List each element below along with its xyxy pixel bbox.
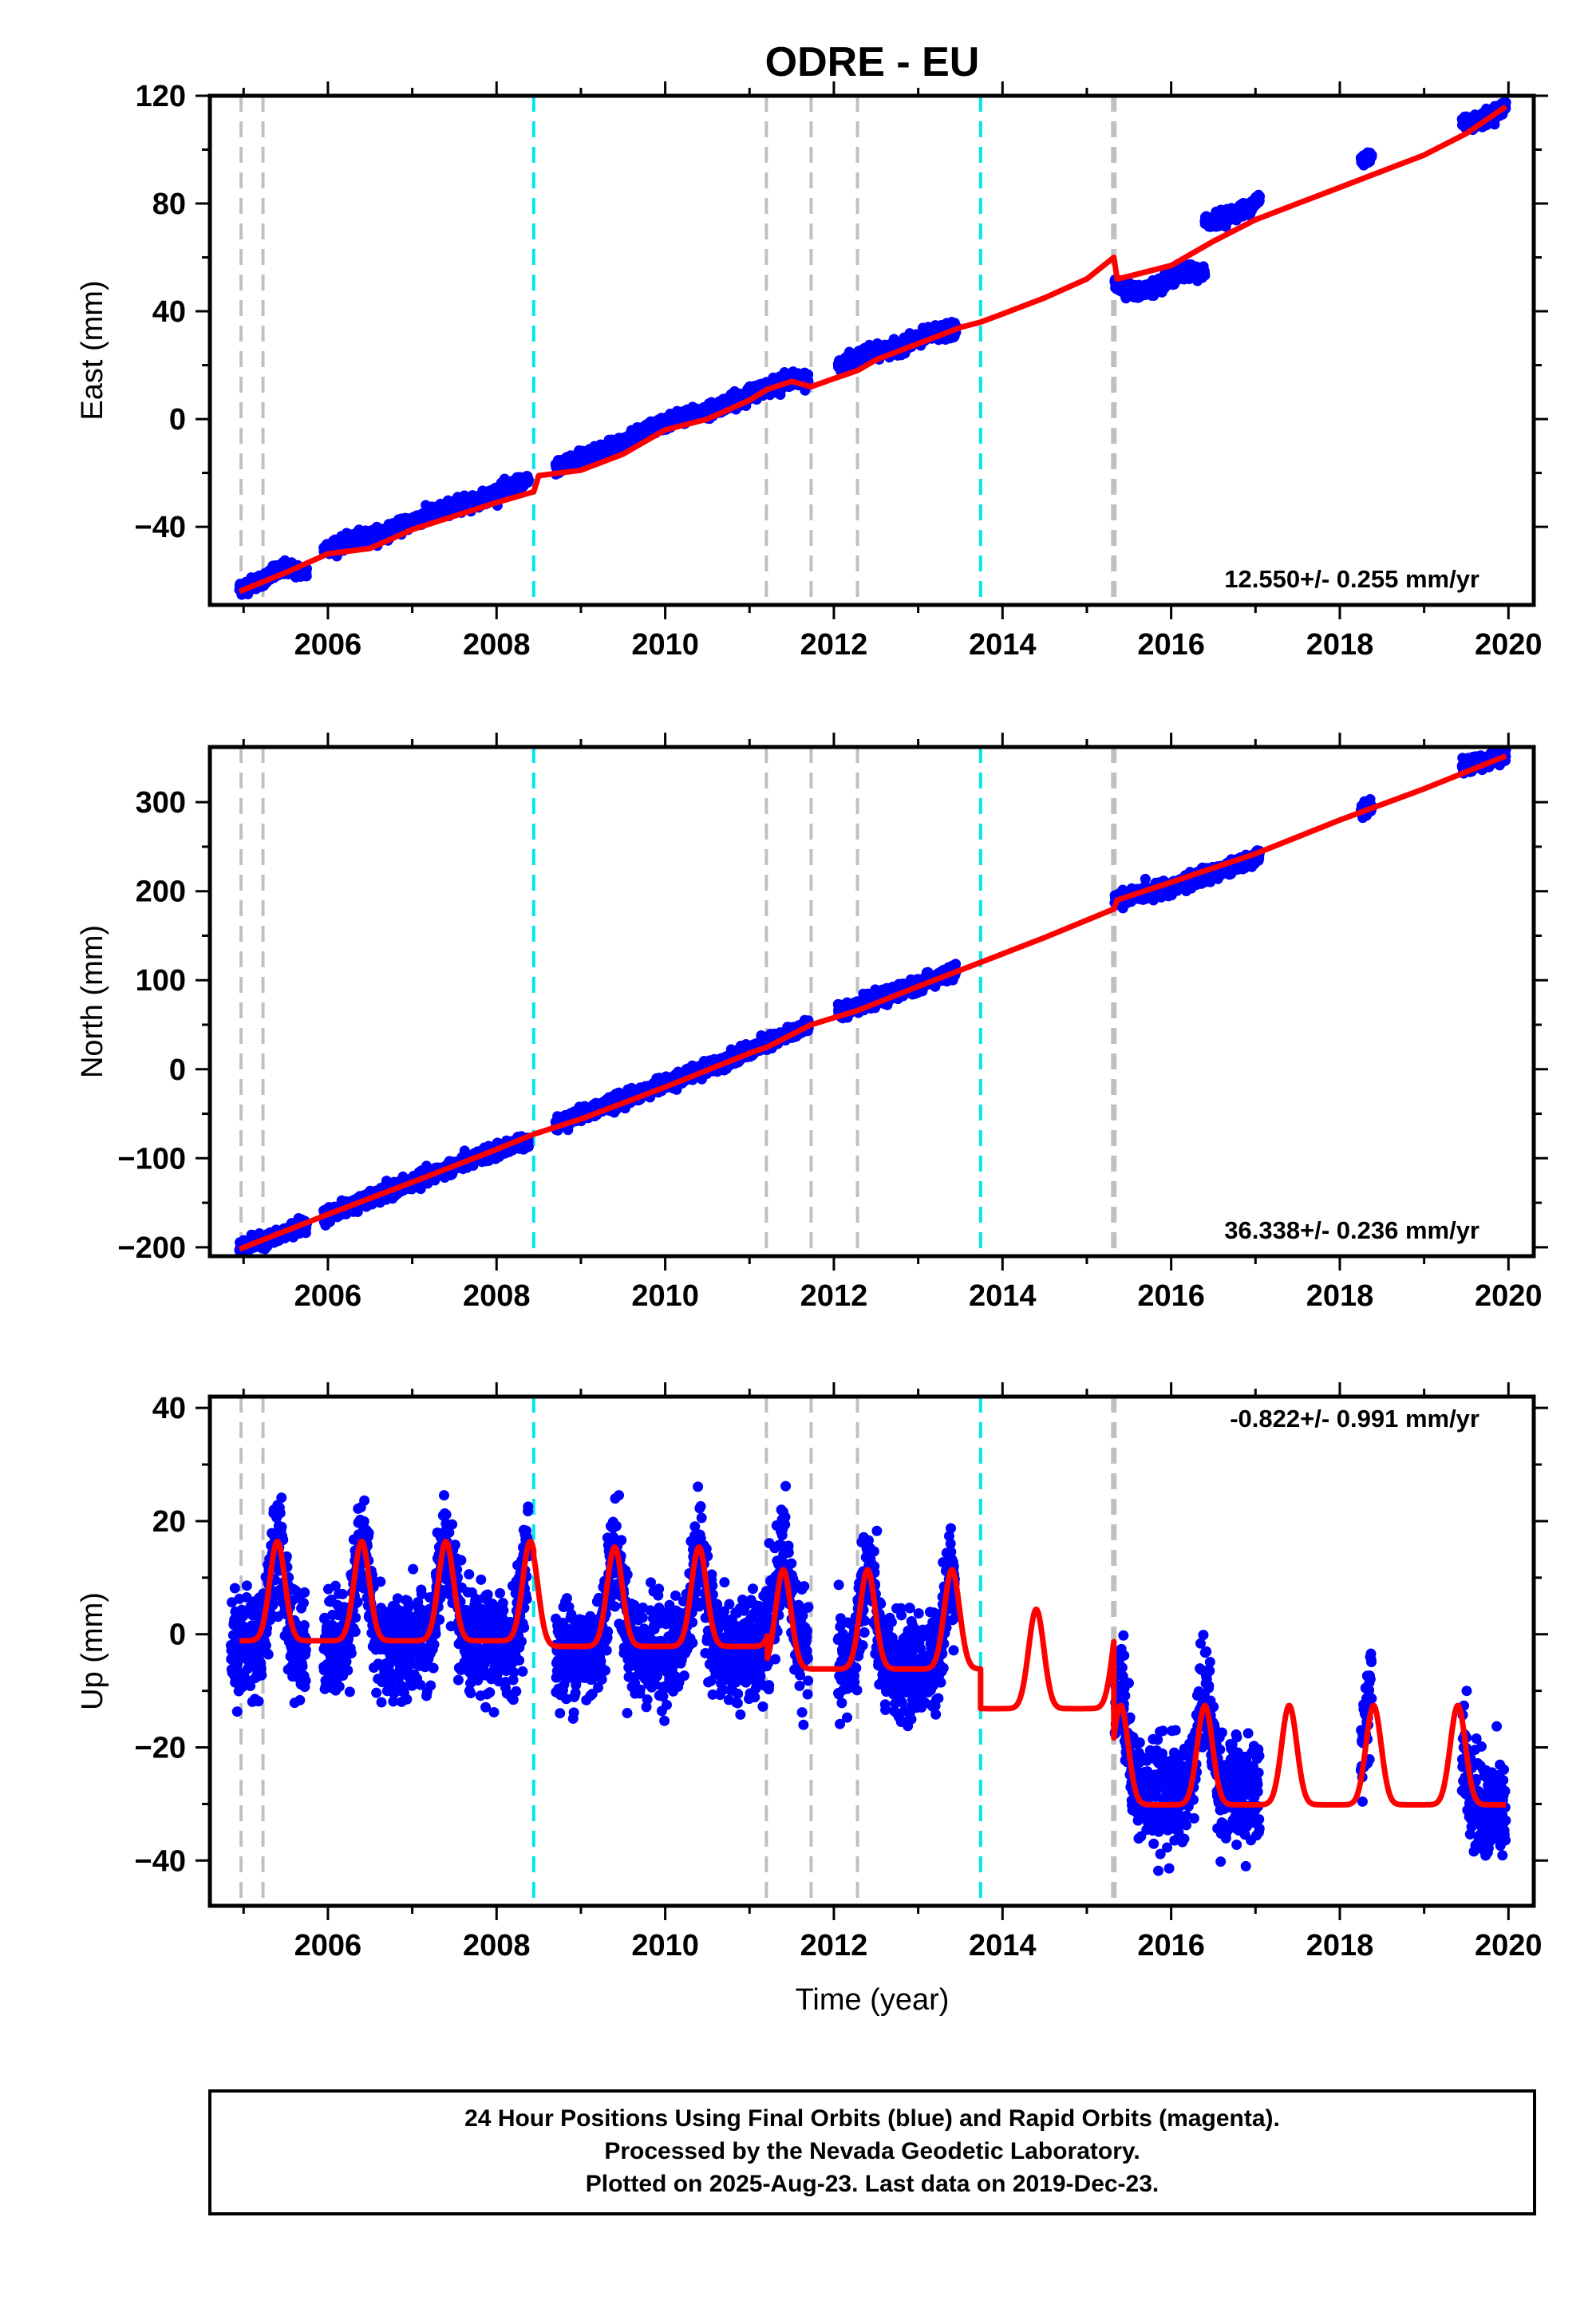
y-tick-label: −40 bbox=[135, 511, 186, 544]
data-point bbox=[1367, 150, 1377, 160]
east-plot-area bbox=[234, 96, 1511, 605]
x-tick-label: 2006 bbox=[294, 628, 362, 662]
data-point bbox=[1199, 271, 1210, 281]
x-tick-label: 2008 bbox=[463, 628, 531, 662]
figure-title: ODRE - EU bbox=[765, 39, 980, 85]
data-point bbox=[523, 1141, 534, 1152]
east-panel: 2006 2008 2010 2012 2014 2016 2018 2020 −40 0 40 80… bbox=[76, 80, 1548, 662]
north-plot-area bbox=[234, 745, 1511, 1258]
east-rate-label: 12.550+/- 0.255 mm/yr bbox=[1224, 565, 1479, 593]
east-y-axis-label: East (mm) bbox=[76, 280, 109, 420]
x-tick-label: 2020 bbox=[1475, 628, 1543, 662]
y-tick-label: 80 bbox=[152, 188, 186, 221]
y-tick-label: 120 bbox=[136, 80, 186, 113]
data-point bbox=[523, 475, 534, 485]
y-tick-label: 0 bbox=[169, 403, 186, 437]
x-tick-label: 2018 bbox=[1306, 628, 1374, 662]
north-daily-positions bbox=[234, 745, 1511, 1258]
x-tick-label: 2010 bbox=[631, 628, 699, 662]
x-tick-label: 2014 bbox=[969, 628, 1037, 662]
data-point bbox=[1254, 192, 1265, 202]
x-tick-label: 2012 bbox=[800, 628, 868, 662]
y-tick-label: 40 bbox=[152, 295, 186, 329]
x-tick-label: 2016 bbox=[1137, 628, 1205, 662]
